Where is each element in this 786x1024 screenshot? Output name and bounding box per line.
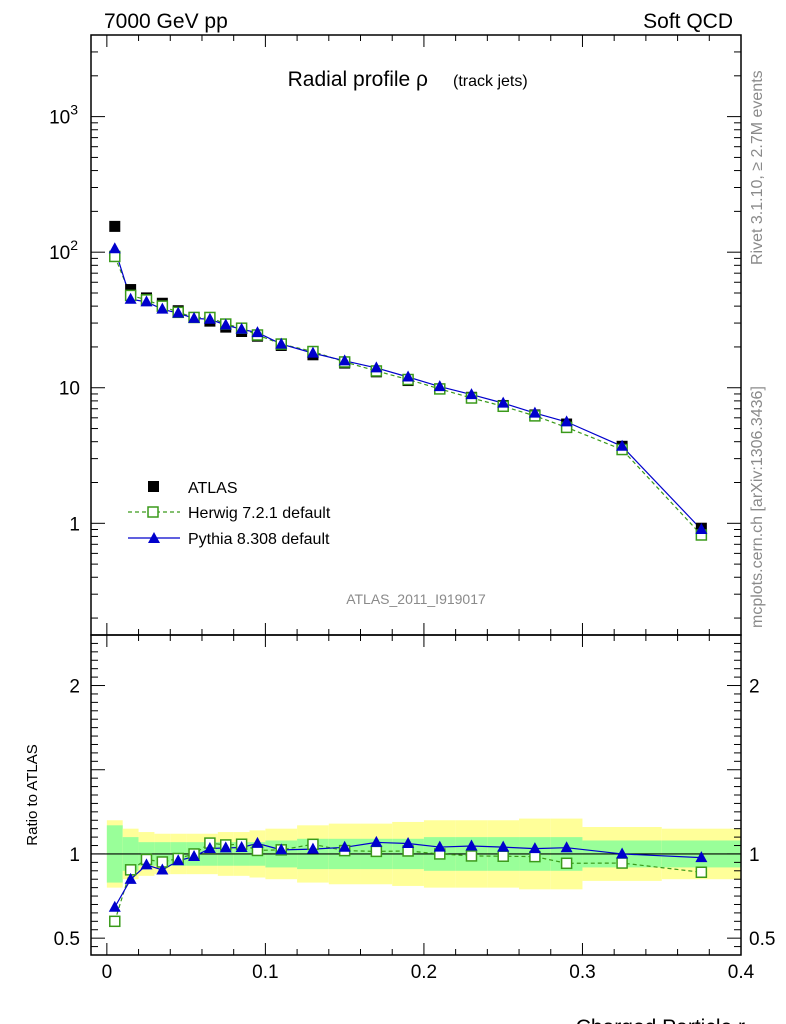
data-point-pythia xyxy=(616,439,629,451)
data-point-herwig xyxy=(695,866,708,879)
data-point-pythia xyxy=(203,312,216,324)
data-point-pythia xyxy=(695,851,708,863)
legend-label-atlas: ATLAS xyxy=(188,480,238,497)
data-point-pythia xyxy=(108,900,121,912)
data-point-pythia xyxy=(219,318,232,330)
y-tick-label-ratio-right: 1 xyxy=(749,845,760,866)
data-point-pythia xyxy=(370,361,383,373)
legend-marker-pythia xyxy=(148,532,160,543)
data-point-pythia xyxy=(124,872,137,884)
mcplots-reference-text: mcplots.cern.ch [arXiv:1306.3436] xyxy=(749,386,766,628)
data-point-pythia xyxy=(235,322,248,334)
ratio-frame xyxy=(90,634,742,956)
x-axis-label: Charged Particle r xyxy=(576,1016,745,1024)
legend-label-pythia: Pythia 8.308 default xyxy=(188,531,330,548)
data-point-pythia xyxy=(465,388,478,400)
data-point-pythia xyxy=(433,380,446,392)
data-point-pythia xyxy=(560,841,573,853)
data-point-pythia xyxy=(528,842,541,854)
data-point-pythia xyxy=(203,842,216,854)
data-point-herwig xyxy=(497,850,509,862)
data-point-atlas xyxy=(109,220,121,232)
data-point-pythia xyxy=(124,292,137,304)
y-tick-label-main: 10 xyxy=(59,379,80,400)
series-line-pythia xyxy=(114,248,702,530)
analysis-id: ATLAS_2011_I919017 xyxy=(346,591,486,607)
data-point-pythia xyxy=(108,242,121,254)
data-point-pythia xyxy=(528,406,541,418)
x-tick-label: 0 xyxy=(102,962,113,983)
data-point-pythia xyxy=(402,370,415,382)
data-point-pythia xyxy=(140,295,153,307)
data-point-pythia xyxy=(695,523,708,535)
data-point-pythia xyxy=(156,302,169,314)
data-point-pythia xyxy=(172,306,185,318)
main-ticks: 1 10 102 103 xyxy=(49,34,742,635)
x-tick-label: 0.2 xyxy=(411,962,437,983)
data-point-pythia xyxy=(188,311,201,323)
y-tick-label-main: 102 xyxy=(49,237,78,264)
data-point-pythia xyxy=(497,396,510,408)
data-point-pythia xyxy=(338,354,351,366)
data-point-herwig xyxy=(109,915,121,928)
y-tick-label-ratio-right: 0.5 xyxy=(749,929,775,950)
y-tick-label-ratio: 0.5 xyxy=(54,929,80,950)
data-point-atlas xyxy=(125,284,137,296)
data-point-pythia xyxy=(172,854,185,866)
data-point-pythia xyxy=(251,836,264,848)
data-point-pythia xyxy=(219,841,232,853)
x-tick-label: 0.3 xyxy=(569,962,595,983)
data-point-herwig xyxy=(616,857,628,869)
header-right: Soft QCD xyxy=(643,10,733,33)
data-point-pythia xyxy=(306,346,319,358)
data-point-pythia xyxy=(140,858,153,870)
header-left: 7000 GeV pp xyxy=(104,10,228,33)
data-point-pythia xyxy=(251,326,264,338)
data-point-pythia xyxy=(275,843,288,855)
ratio-ticks: 0 0.1 0.2 0.3 0.4 0.5 0.5 1 1 2 2 xyxy=(54,634,775,983)
rivet-version-text: Rivet 3.1.10, ≥ 2.7M events xyxy=(749,70,766,265)
data-point-pythia xyxy=(275,337,288,349)
data-point-herwig xyxy=(529,850,541,863)
plot-title: Radial profile ρ xyxy=(288,68,428,91)
data-point-herwig xyxy=(465,850,478,862)
y-tick-label-ratio: 2 xyxy=(69,677,80,698)
data-point-herwig xyxy=(560,857,573,870)
data-point-pythia xyxy=(370,835,383,847)
y-tick-label-ratio-right: 2 xyxy=(749,677,760,698)
data-point-pythia xyxy=(156,863,169,875)
y-tick-label-ratio: 1 xyxy=(69,845,80,866)
data-point-pythia xyxy=(188,849,201,861)
ratio-panel: 0 0.1 0.2 0.3 0.4 0.5 0.5 1 1 2 2 Ratio to ATLAS xyxy=(24,634,775,983)
legend-marker-atlas xyxy=(148,481,159,492)
ratio-series xyxy=(108,835,708,928)
data-point-pythia xyxy=(465,839,478,851)
y-tick-label-main: 103 xyxy=(49,102,78,129)
data-point-pythia xyxy=(338,840,351,852)
ratio-line-pythia xyxy=(114,841,702,908)
data-point-pythia xyxy=(306,842,319,854)
data-point-pythia xyxy=(235,840,248,852)
legend: ATLAS Herwig 7.2.1 default Pythia 8.308 … xyxy=(128,480,331,548)
legend-label-herwig: Herwig 7.2.1 default xyxy=(188,505,331,522)
ratio-y-axis-label: Ratio to ATLAS xyxy=(24,744,41,845)
y-tick-label-main: 1 xyxy=(69,514,80,535)
x-tick-label: 0.4 xyxy=(728,962,755,983)
data-point-pythia xyxy=(402,837,415,849)
legend-marker-herwig xyxy=(147,506,159,518)
x-tick-label: 0.1 xyxy=(252,962,278,983)
plot-title-suffix: (track jets) xyxy=(453,73,528,90)
data-point-pythia xyxy=(497,840,510,852)
data-point-pythia xyxy=(560,415,573,427)
series-line-herwig xyxy=(114,256,702,536)
data-point-pythia xyxy=(616,847,629,859)
data-point-herwig xyxy=(370,845,383,858)
data-point-pythia xyxy=(433,840,446,852)
main-series xyxy=(108,220,708,541)
